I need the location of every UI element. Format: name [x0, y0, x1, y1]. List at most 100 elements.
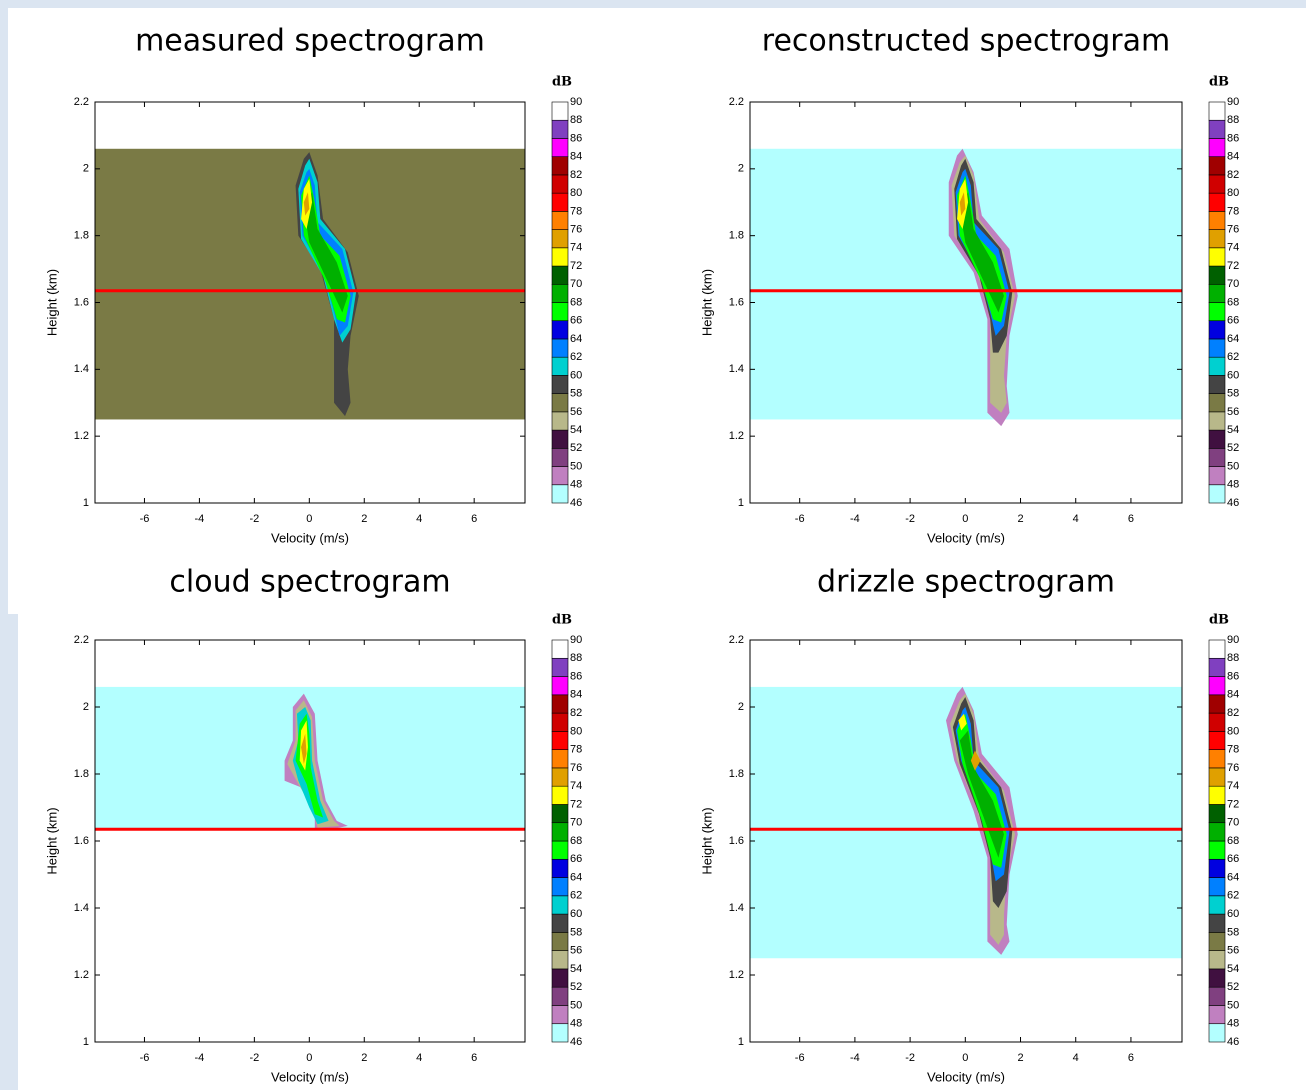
- colorbar-tick-label: 72: [1227, 798, 1239, 810]
- y-tick-label: 1.8: [74, 230, 89, 242]
- colorbar-swatch: [1208, 448, 1226, 467]
- colorbar-tick-label: 74: [1227, 780, 1239, 792]
- colorbar-tick-label: 84: [1227, 151, 1239, 163]
- colorbar-swatch: [1208, 712, 1226, 732]
- contour-region: [970, 750, 981, 771]
- colorbar-tick-label: 58: [570, 926, 582, 938]
- x-axis-label: Velocity (m/s): [927, 1069, 1005, 1084]
- colorbar-swatch: [1208, 858, 1226, 878]
- colorbar-tick-label: 70: [570, 278, 582, 290]
- colorbar-tick-label: 68: [570, 296, 582, 308]
- y-tick-label: 1.8: [729, 768, 744, 780]
- colorbar-tick-label: 70: [1227, 817, 1239, 829]
- y-tick-label: 1.6: [74, 296, 89, 308]
- colorbar-tick-label: 80: [570, 187, 582, 199]
- colorbar-swatch: [551, 211, 569, 230]
- colorbar-tick-label: 56: [570, 406, 582, 418]
- colorbar-swatch: [1208, 822, 1226, 842]
- colorbar-tick-label: 60: [570, 908, 582, 920]
- x-tick-label: -4: [195, 513, 205, 525]
- colorbar-swatch: [551, 320, 569, 340]
- colorbar-swatch: [551, 338, 569, 358]
- colorbar-title: dB: [552, 75, 572, 90]
- y-axis-label: Height (km): [44, 807, 59, 874]
- y-tick-label: 1.6: [729, 835, 744, 847]
- y-tick-label: 1.2: [729, 969, 744, 981]
- colorbar-tick-label: 64: [1227, 871, 1239, 883]
- colorbar-tick-label: 66: [570, 315, 582, 327]
- colorbar-tick-label: 66: [1227, 315, 1239, 327]
- colorbar-swatch: [551, 877, 569, 897]
- y-tick-label: 2: [738, 701, 744, 713]
- contour-region: [301, 733, 307, 764]
- chart-title: drizzle spectrogram: [817, 565, 1115, 600]
- colorbar-tick-label: 56: [570, 945, 582, 957]
- colorbar-swatch: [551, 913, 569, 933]
- colorbar-tick-label: 60: [1227, 369, 1239, 381]
- colorbar-tick-label: 78: [570, 205, 582, 217]
- colorbar-tick-label: 68: [1227, 296, 1239, 308]
- colorbar-swatch: [1208, 895, 1226, 915]
- y-tick-label: 1.2: [729, 430, 744, 442]
- chart-title: cloud spectrogram: [169, 565, 450, 600]
- colorbar-swatch: [551, 138, 569, 157]
- colorbar-swatch: [1208, 429, 1226, 449]
- colorbar-tick-label: 52: [570, 442, 582, 454]
- y-tick-label: 1.4: [74, 363, 89, 375]
- contour-region: [303, 192, 348, 313]
- colorbar-swatch: [551, 731, 569, 750]
- y-tick-label: 1: [738, 1036, 744, 1048]
- colorbar-swatch: [1208, 119, 1226, 139]
- colorbar-swatch: [1208, 1023, 1226, 1043]
- colorbar-swatch: [1208, 211, 1226, 230]
- colorbar-tick-label: 48: [1227, 1018, 1239, 1030]
- x-tick-label: 0: [962, 513, 968, 525]
- colorbar-swatch: [551, 156, 569, 176]
- colorbar-tick-label: 82: [570, 707, 582, 719]
- colorbar-tick-label: 90: [570, 634, 582, 646]
- colorbar-title: dB: [1209, 613, 1229, 628]
- colorbar-swatch: [1208, 932, 1226, 951]
- x-tick-label: 4: [416, 1052, 422, 1064]
- colorbar-swatch: [1208, 950, 1226, 970]
- colorbar-tick-label: 54: [1227, 963, 1239, 975]
- colorbar-swatch: [551, 822, 569, 842]
- colorbar-swatch: [551, 448, 569, 467]
- y-tick-label: 2.2: [729, 634, 744, 646]
- colorbar-swatch: [1208, 657, 1226, 677]
- colorbar-swatch: [551, 712, 569, 732]
- colorbar-swatch: [551, 657, 569, 677]
- x-tick-label: -4: [195, 1052, 205, 1064]
- colorbar-swatch: [1208, 338, 1226, 358]
- colorbar-tick-label: 56: [1227, 945, 1239, 957]
- y-tick-label: 2.2: [74, 96, 89, 108]
- colorbar-swatch: [551, 804, 569, 824]
- colorbar-swatch: [551, 950, 569, 970]
- colorbar-swatch: [551, 932, 569, 951]
- y-tick-label: 2: [738, 163, 744, 175]
- colorbar-tick-label: 76: [1227, 223, 1239, 235]
- colorbar-tick-label: 62: [1227, 890, 1239, 902]
- colorbar-tick-label: 72: [570, 260, 582, 272]
- colorbar-tick-label: 58: [570, 388, 582, 400]
- x-tick-label: 2: [361, 1052, 367, 1064]
- colorbar-swatch: [551, 1023, 569, 1043]
- colorbar-tick-label: 78: [1227, 744, 1239, 756]
- colorbar-tick-label: 52: [1227, 442, 1239, 454]
- x-tick-label: 0: [306, 513, 312, 525]
- colorbar-swatch: [551, 247, 569, 267]
- y-tick-label: 1.6: [729, 296, 744, 308]
- colorbar-swatch: [551, 968, 569, 988]
- colorbar-swatch: [1208, 320, 1226, 340]
- y-tick-label: 1: [83, 1036, 89, 1048]
- colorbar-swatch: [551, 484, 569, 504]
- contour-region: [303, 192, 310, 216]
- colorbar-tick-label: 54: [570, 424, 582, 436]
- y-tick-label: 1: [738, 497, 744, 509]
- y-tick-label: 1.8: [74, 768, 89, 780]
- x-tick-label: 4: [416, 513, 422, 525]
- y-tick-label: 1.2: [74, 969, 89, 981]
- colorbar-swatch: [551, 283, 569, 303]
- x-tick-label: -6: [795, 513, 805, 525]
